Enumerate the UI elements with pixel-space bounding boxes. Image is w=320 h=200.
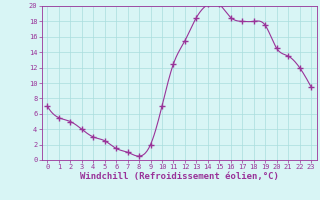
X-axis label: Windchill (Refroidissement éolien,°C): Windchill (Refroidissement éolien,°C) [80, 172, 279, 181]
